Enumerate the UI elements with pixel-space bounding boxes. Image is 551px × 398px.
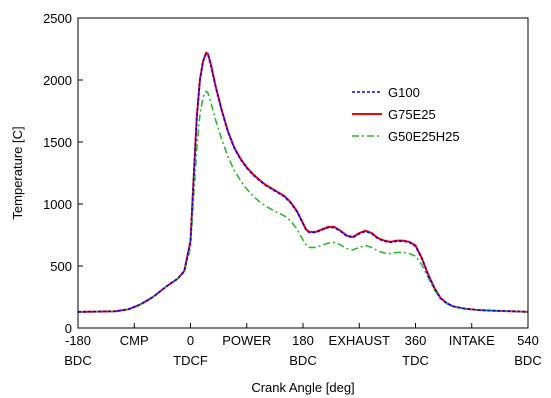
legend: G100 G75E25 G50E25H25 bbox=[352, 85, 460, 144]
x-axis-title: Crank Angle [deg] bbox=[251, 380, 354, 395]
y-tick-label: 2000 bbox=[43, 73, 72, 88]
axes: 0 500 1000 1500 2000 2500 -180 BDC CMP 0 TDCF POWER… bbox=[43, 11, 542, 368]
x-tick-sublabel: TDCF bbox=[173, 353, 208, 368]
y-tick-label: 1500 bbox=[43, 135, 72, 150]
x-tick-label: CMP bbox=[120, 333, 149, 348]
series-line-g75e25 bbox=[77, 51, 529, 313]
legend-label-g50e25h25: G50E25H25 bbox=[388, 129, 460, 144]
x-tick-label: POWER bbox=[222, 333, 271, 348]
y-tick-label: 1000 bbox=[43, 197, 72, 212]
x-tick-sublabel: TDC bbox=[402, 353, 429, 368]
x-tick-label: 180 bbox=[292, 333, 314, 348]
x-tick-label: -180 bbox=[65, 333, 91, 348]
legend-label-g75e25: G75E25 bbox=[388, 107, 436, 122]
y-tick-label: 500 bbox=[50, 259, 72, 274]
y-tick-label: 2500 bbox=[43, 11, 72, 26]
x-tick-sublabel: BDC bbox=[64, 353, 91, 368]
x-tick-label: 540 bbox=[517, 333, 539, 348]
x-tick-label: 0 bbox=[187, 333, 194, 348]
x-tick-label: INTAKE bbox=[449, 333, 495, 348]
x-tick-label: 360 bbox=[405, 333, 427, 348]
series-lines bbox=[77, 51, 529, 313]
x-tick-label: EXHAUST bbox=[329, 333, 390, 348]
series-line-g100 bbox=[77, 53, 529, 313]
plot-frame bbox=[77, 17, 529, 329]
x-tick-sublabel: BDC bbox=[289, 353, 316, 368]
y-tick-label: 0 bbox=[65, 321, 72, 336]
y-axis-title: Temperature [C] bbox=[10, 126, 25, 219]
legend-label-g100: G100 bbox=[388, 85, 420, 100]
x-tick-sublabel: BDC bbox=[514, 353, 541, 368]
series-line-g50e25h25 bbox=[77, 90, 529, 313]
